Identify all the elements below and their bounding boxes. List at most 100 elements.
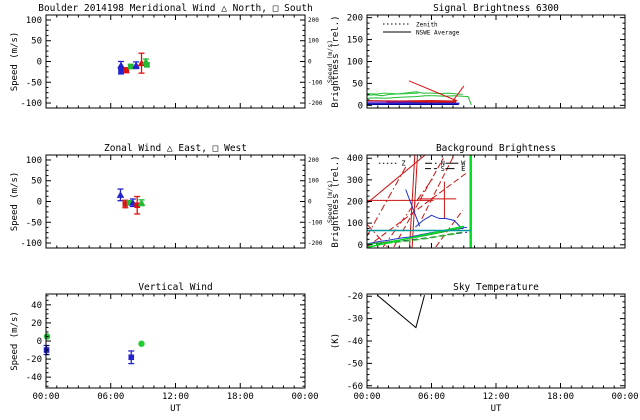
y-tick-label: 400 bbox=[347, 154, 363, 164]
y-tick-label: 20 bbox=[31, 319, 42, 329]
data-series-line bbox=[367, 166, 407, 237]
y-tick-label: 100 bbox=[347, 219, 363, 229]
data-series-line bbox=[367, 225, 464, 248]
zonal-wind-title: Zonal Wind △ East, □ West bbox=[104, 143, 247, 154]
y-axis-label: Speed (m/s) bbox=[10, 172, 20, 232]
y-tick-label: -50 bbox=[26, 218, 42, 228]
data-series-line bbox=[408, 80, 458, 102]
zonal-wind-points bbox=[116, 188, 146, 215]
legend-label: W bbox=[461, 160, 466, 168]
y-tick-label: 0 bbox=[37, 337, 42, 347]
data-point bbox=[116, 191, 125, 198]
y-axis-label: Brightness (rel.) bbox=[331, 155, 341, 247]
data-series-line bbox=[451, 85, 465, 103]
data-series-line bbox=[367, 155, 426, 204]
data-point bbox=[123, 67, 130, 74]
y-tick-label: 100 bbox=[26, 16, 42, 26]
data-series-line bbox=[367, 92, 419, 95]
background-brightness-series bbox=[367, 155, 472, 248]
x-tick-label: 06:00 bbox=[418, 392, 445, 402]
x-tick-label: 18:00 bbox=[227, 392, 254, 402]
y2-tick-label: -100 bbox=[308, 219, 323, 226]
y-tick-label: -100 bbox=[20, 99, 42, 109]
sky-temperature-chart: 00:00 06:00 12:00 18:00 00:00 UT -20 -30 -40 -50 -… bbox=[331, 282, 639, 414]
y-tick-label: -30 bbox=[347, 315, 363, 325]
meridional-wind-points bbox=[117, 52, 150, 75]
y-tick-label: 0 bbox=[358, 101, 363, 111]
data-series-line bbox=[367, 99, 454, 102]
signal-brightness-title: Signal Brightness 6300 bbox=[433, 3, 559, 14]
y2-tick-label: 200 bbox=[308, 17, 319, 24]
legend-label: NSWE Average bbox=[416, 30, 460, 37]
sky-temperature-series bbox=[376, 294, 425, 329]
x-tick-label: 00:00 bbox=[32, 392, 59, 402]
data-series-line bbox=[376, 294, 425, 329]
vertical-wind-chart: 00:00 06:00 12:00 18:00 00:00 UT 40 20 0 -20 -40 Sp… bbox=[10, 282, 319, 414]
data-point bbox=[117, 61, 125, 69]
data-point bbox=[138, 340, 145, 347]
y-tick-label: 0 bbox=[358, 241, 363, 251]
x-tick-label: 18:00 bbox=[547, 392, 574, 402]
data-series-line bbox=[421, 155, 455, 220]
y-tick-label: -20 bbox=[26, 355, 42, 365]
y2-tick-label: -200 bbox=[308, 240, 323, 247]
y-tick-label: -50 bbox=[26, 78, 42, 88]
data-point bbox=[126, 199, 133, 206]
y-axis-label: Speed (m/s) bbox=[10, 32, 20, 92]
y-tick-label: 0 bbox=[37, 58, 42, 68]
y-tick-label: -50 bbox=[347, 359, 363, 369]
y-tick-label: -40 bbox=[347, 337, 363, 347]
data-point bbox=[128, 354, 135, 361]
y-axis-label: Speed (m/s) bbox=[10, 311, 20, 371]
y-tick-label: 300 bbox=[347, 176, 363, 186]
data-series-line bbox=[405, 189, 421, 227]
y-tick-label: -40 bbox=[26, 373, 42, 383]
data-point bbox=[137, 199, 146, 206]
data-point bbox=[127, 63, 134, 70]
y2-tick-label: 0 bbox=[308, 199, 312, 206]
x-tick-label: 12:00 bbox=[482, 392, 509, 402]
background-brightness-chart: 400 300 200 100 0 Brightness (rel.) Background… bbox=[331, 143, 626, 251]
legend-label: E bbox=[461, 165, 465, 173]
data-point bbox=[132, 61, 140, 69]
data-point bbox=[144, 62, 150, 68]
data-point bbox=[122, 201, 129, 207]
background-brightness-direction-legend: Z NS WE bbox=[378, 160, 466, 173]
y-tick-label: 100 bbox=[26, 156, 42, 166]
data-series-line bbox=[367, 231, 462, 246]
x-tick-label: 00:00 bbox=[611, 392, 638, 402]
sky-temperature-title: Sky Temperature bbox=[453, 282, 539, 293]
vertical-wind-title: Vertical Wind bbox=[138, 282, 212, 293]
signal-brightness-chart: 200 150 100 50 0 Brightness (rel.) Signal Brig… bbox=[331, 3, 626, 111]
data-series-line bbox=[393, 157, 444, 248]
y-axis-label: Brightness (rel.) bbox=[331, 15, 341, 107]
y-tick-label: 40 bbox=[31, 301, 42, 311]
y2-axis-label: Speed (m/s) bbox=[326, 40, 334, 83]
data-series-line bbox=[435, 209, 464, 248]
y-axis-label: (K) bbox=[331, 333, 341, 349]
y-tick-label: 50 bbox=[31, 177, 42, 187]
legend-label: S bbox=[441, 165, 445, 173]
legend-label: N bbox=[441, 160, 445, 168]
x-axis-label: UT bbox=[170, 404, 181, 414]
y2-axis-label: Speed (m/s) bbox=[326, 180, 334, 223]
y2-tick-label: -100 bbox=[308, 79, 323, 86]
x-tick-label: 06:00 bbox=[97, 392, 124, 402]
y2-tick-label: 0 bbox=[308, 59, 312, 66]
x-axis-label: UT bbox=[491, 404, 502, 414]
data-point bbox=[118, 67, 124, 74]
x-tick-label: 00:00 bbox=[353, 392, 380, 402]
x-tick-label: 00:00 bbox=[291, 392, 318, 402]
y2-tick-label: 100 bbox=[308, 38, 319, 45]
data-point bbox=[134, 202, 140, 209]
data-series-line bbox=[367, 91, 463, 97]
y2-tick-label: 100 bbox=[308, 178, 319, 185]
y-tick-label: -60 bbox=[347, 382, 363, 392]
data-series-line bbox=[377, 233, 459, 245]
